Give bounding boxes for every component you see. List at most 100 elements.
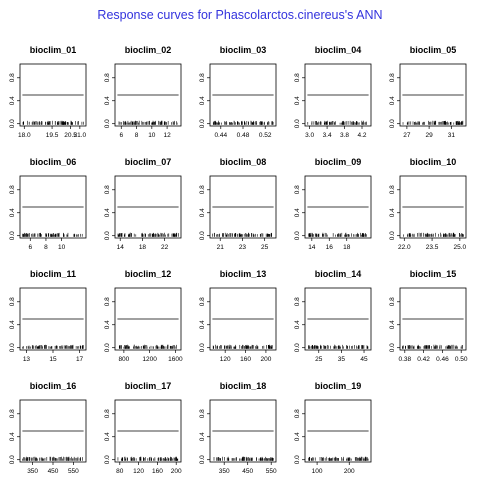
y-tick-label: 0.4 xyxy=(9,432,16,441)
panel-bioclim_12: bioclim_120.00.40.8800 1200 1600 xyxy=(104,269,183,363)
x-tick-label: 12 xyxy=(163,132,171,139)
y-tick-label: 0.0 xyxy=(9,231,16,240)
x-tick-label: 21 xyxy=(217,244,225,251)
panel-bioclim_07: bioclim_07 0.0 0.4 0.8 14 18 22 xyxy=(104,157,181,251)
x-tick-label: 160 xyxy=(152,468,163,475)
y-tick-label: 0.0 xyxy=(9,119,16,128)
x-tick-label: 14 xyxy=(117,244,125,251)
x-tick-label: 6 xyxy=(28,244,32,251)
panel-bioclim_01: bioclim_010.00.40.818.0 19.5 20.521.0 xyxy=(9,45,87,139)
x-tick-label: 0.48 xyxy=(237,132,250,139)
panel-bioclim_10: bioclim_100.00.40.822.0 23.5 25.0 xyxy=(389,157,467,251)
y-tick-label: 0.4 xyxy=(389,96,396,105)
y-tick-label: 0.8 xyxy=(104,297,111,306)
panel-title: bioclim_07 xyxy=(125,157,172,167)
x-tick-label: 29 xyxy=(425,132,433,139)
panel-title: bioclim_04 xyxy=(315,45,362,55)
x-tick-label: 23 xyxy=(239,244,247,251)
rug-marks xyxy=(213,233,272,237)
x-tick-label: 1200 xyxy=(142,356,157,363)
panel-title: bioclim_10 xyxy=(410,157,457,167)
y-tick-label: 0.8 xyxy=(294,297,301,306)
y-tick-label: 0.8 xyxy=(104,409,111,418)
rug-marks xyxy=(308,457,368,461)
x-tick-label: 200 xyxy=(171,468,182,475)
y-tick-label: 0.0 xyxy=(294,343,301,352)
y-tick-label: 0.0 xyxy=(104,231,111,240)
x-tick-label: 120 xyxy=(133,468,144,475)
x-tick-label: 25 xyxy=(315,356,323,363)
x-tick-label: 0.44 xyxy=(214,132,227,139)
panel-bioclim_09: bioclim_09 0.0 0.4 0.8 14 16 18 xyxy=(294,157,371,251)
x-tick-label: 45 xyxy=(360,356,368,363)
panel-bioclim_15: bioclim_150.00.40.80.38 0.42 0.46 0.50 xyxy=(389,269,468,363)
y-tick-label: 0.0 xyxy=(294,455,301,464)
x-tick-label: 0.50 xyxy=(455,356,468,363)
x-tick-label: 100 xyxy=(312,468,323,475)
panel-title: bioclim_03 xyxy=(220,45,267,55)
x-tick-label: 16 xyxy=(326,244,334,251)
x-tick-label: 35 xyxy=(338,356,346,363)
y-tick-label: 0.0 xyxy=(199,231,206,240)
y-tick-label: 0.4 xyxy=(104,432,111,441)
y-tick-label: 0.0 xyxy=(199,119,206,128)
y-tick-label: 0.8 xyxy=(104,73,111,82)
panel-title: bioclim_16 xyxy=(30,381,77,391)
x-tick-label: 1600 xyxy=(168,356,183,363)
x-tick-label: 22 xyxy=(161,244,169,251)
rug-marks xyxy=(403,121,463,125)
panel-bioclim_16: bioclim_16 0.0 0.4 0.8 350 450 550 xyxy=(9,381,86,475)
y-tick-label: 0.0 xyxy=(9,455,16,464)
x-tick-label: 0.42 xyxy=(417,356,430,363)
y-tick-label: 0.0 xyxy=(294,231,301,240)
x-tick-label: 8 xyxy=(44,244,48,251)
panel-title: bioclim_08 xyxy=(220,157,267,167)
rug-marks xyxy=(402,345,462,349)
y-tick-label: 0.4 xyxy=(199,208,206,217)
y-tick-label: 0.4 xyxy=(9,208,16,217)
y-tick-label: 0.4 xyxy=(104,96,111,105)
x-tick-label: 19.5 xyxy=(46,132,59,139)
panel-title: bioclim_17 xyxy=(125,381,172,391)
panel-title: bioclim_15 xyxy=(410,269,457,279)
panel-title: bioclim_05 xyxy=(410,45,457,55)
y-tick-label: 0.4 xyxy=(294,432,301,441)
rug-marks xyxy=(118,457,178,461)
y-tick-label: 0.8 xyxy=(294,409,301,418)
y-tick-label: 0.8 xyxy=(199,185,206,194)
x-tick-label: 18 xyxy=(343,244,351,251)
rug-marks xyxy=(403,233,463,237)
y-tick-label: 0.8 xyxy=(294,185,301,194)
y-tick-label: 0.8 xyxy=(389,297,396,306)
y-tick-label: 0.4 xyxy=(104,320,111,329)
x-tick-label: 6 xyxy=(119,132,123,139)
panel-bioclim_14: bioclim_14 0.0 0.4 0.8 25 35 45 xyxy=(294,269,371,363)
panel-bioclim_06: bioclim_06 0.0 0.4 0.8 6 8 10 xyxy=(9,157,86,251)
panel-title: bioclim_13 xyxy=(220,269,267,279)
rug-marks xyxy=(118,233,178,237)
x-tick-label: 18 xyxy=(139,244,147,251)
panel-bioclim_03: bioclim_030.00.40.80.44 0.48 0.52 xyxy=(199,45,276,139)
panel-bioclim_08: bioclim_080.00.40.821 23 25 xyxy=(199,157,276,251)
x-tick-label: 200 xyxy=(344,468,355,475)
x-tick-label: 3.4 xyxy=(323,132,332,139)
y-tick-label: 0.0 xyxy=(9,343,16,352)
rug-marks xyxy=(309,233,367,237)
y-tick-label: 0.8 xyxy=(199,297,206,306)
x-tick-label: 0.46 xyxy=(436,356,449,363)
rug-marks xyxy=(308,345,367,349)
x-tick-label: 200 xyxy=(260,356,271,363)
x-tick-label: 18.0 xyxy=(18,132,31,139)
x-tick-label: 27 xyxy=(403,132,411,139)
y-tick-label: 0.8 xyxy=(9,185,16,194)
y-tick-label: 0.4 xyxy=(9,320,16,329)
y-tick-label: 0.0 xyxy=(389,343,396,352)
x-tick-label: 0.52 xyxy=(259,132,272,139)
x-tick-label: 3.8 xyxy=(340,132,349,139)
y-tick-label: 0.8 xyxy=(199,409,206,418)
x-tick-label: 17 xyxy=(76,356,84,363)
panel-title: bioclim_09 xyxy=(315,157,362,167)
y-tick-label: 0.4 xyxy=(199,96,206,105)
y-tick-label: 0.4 xyxy=(9,96,16,105)
panel-title: bioclim_02 xyxy=(125,45,172,55)
